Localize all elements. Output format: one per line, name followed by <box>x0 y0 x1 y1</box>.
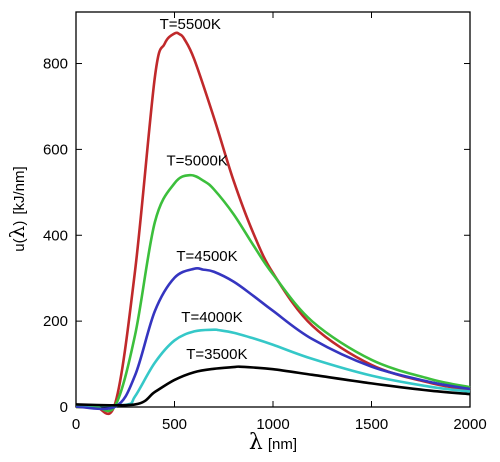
curve-label: T=3500K <box>186 346 247 363</box>
x-tick-label: 1500 <box>355 416 388 433</box>
curve-t-4000k <box>75 328 471 407</box>
y-axis-unit: [kJ/nm] <box>11 166 28 214</box>
curve-t-5500k <box>75 31 471 416</box>
curves <box>75 31 471 416</box>
curve-label: T=4000K <box>181 309 242 326</box>
y-tick-label: 600 <box>43 141 68 158</box>
x-tick-label: 500 <box>162 416 187 433</box>
curve-label: T=4500K <box>176 248 237 265</box>
x-tick-label: 1000 <box>256 416 289 433</box>
x-tick-label: 0 <box>72 416 80 433</box>
x-axis-unit: [nm] <box>268 436 297 453</box>
curve-t-3500k <box>75 365 471 407</box>
x-tick-label: 2000 <box>453 416 486 433</box>
y-tick-label: 800 <box>43 56 68 73</box>
plot-frame <box>75 11 471 408</box>
y-tick-label: 200 <box>43 313 68 330</box>
curve-label: T=5000K <box>167 152 228 169</box>
y-tick-label: 400 <box>43 227 68 244</box>
curve-t-5000k <box>75 173 471 413</box>
curve-t-4500k <box>75 266 471 411</box>
y-axis-suffix: ) <box>11 221 28 226</box>
x-axis-symbol: λ <box>249 430 263 455</box>
y-axis-symbol: λ <box>5 225 29 238</box>
x-axis-label: λ [nm] <box>249 430 297 455</box>
y-tick-label: 0 <box>60 399 68 416</box>
y-axis-label: u(λ) [kJ/nm] <box>5 166 29 251</box>
y-axis-prefix: u( <box>11 238 28 251</box>
curve-label: T=5500K <box>160 16 221 33</box>
ticks: 0 500 1000 1500 2000 0 200 400 600 800 <box>43 12 487 433</box>
curve-labels: T=5500K T=5000K T=4500K T=4000K T=3500K <box>160 16 248 363</box>
